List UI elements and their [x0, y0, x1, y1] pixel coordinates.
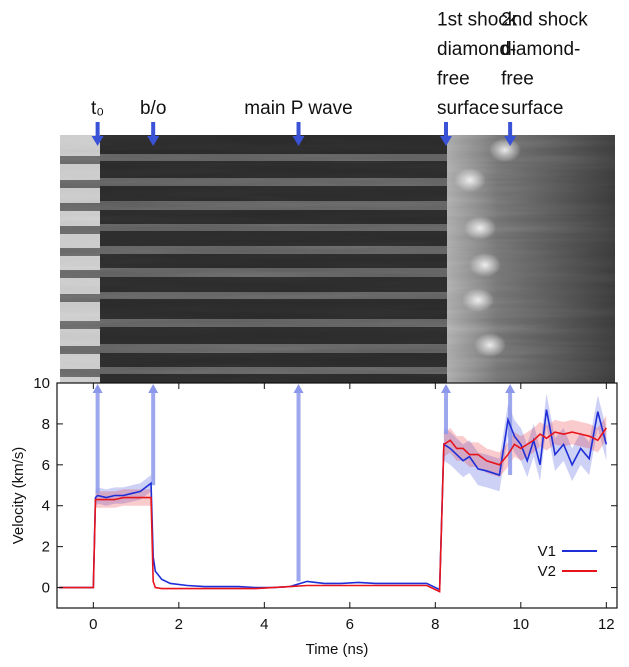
y-tick-label: 2	[42, 539, 50, 556]
plot-background	[57, 383, 617, 608]
x-tick-label: 8	[431, 616, 439, 633]
top-arrow-head	[504, 136, 517, 146]
annotation-label: surface	[437, 98, 499, 119]
top-arrow-head	[91, 136, 104, 146]
error-band	[95, 489, 152, 508]
annotation-head	[92, 384, 103, 393]
top-arrow-head	[147, 136, 160, 146]
plot-frame	[56, 382, 618, 609]
annotation-head	[505, 384, 516, 393]
annotation-label: 2nd shock	[501, 10, 588, 31]
error-band	[443, 393, 607, 492]
annotation-label: diamond-	[501, 39, 580, 60]
annotation-label: surface	[501, 98, 563, 119]
annotation-label: free	[501, 69, 534, 90]
y-tick-label: 8	[42, 416, 50, 433]
legend-label: V1	[538, 543, 556, 560]
y-tick-label: 10	[33, 375, 50, 392]
annotation-head	[148, 384, 159, 393]
x-tick-label: 4	[260, 616, 268, 633]
annotation-label: t₀	[91, 98, 104, 119]
x-tick-label: 2	[175, 616, 183, 633]
annotation-head	[441, 384, 452, 393]
annotation-head	[293, 384, 304, 393]
legend-label: V2	[538, 563, 556, 580]
top-arrow-head	[440, 136, 453, 146]
plot-area: 0 2 4 6 8 10 12 0 2 4 6 8 10 Time (ns) Velocity (km/s)…	[10, 375, 618, 658]
x-axis-title: Time (ns)	[306, 641, 369, 658]
x-tick-label: 10	[512, 616, 529, 633]
x-tick-label: 12	[598, 616, 615, 633]
annotation-label: free	[437, 69, 470, 90]
streak-image	[60, 135, 615, 383]
annotation-label: main P wave	[244, 98, 352, 119]
y-tick-label: 0	[42, 580, 50, 597]
y-axis-title: Velocity (km/s)	[10, 447, 27, 545]
y-tick-label: 6	[42, 457, 50, 474]
x-tick-label: 0	[89, 616, 97, 633]
series-line	[59, 427, 607, 593]
top-arrow-head	[292, 136, 305, 146]
annotation-label: b/o	[140, 98, 166, 119]
series-line	[59, 409, 608, 591]
x-tick-label: 6	[346, 616, 354, 633]
annotation-label: diamond-	[437, 39, 516, 60]
streak-noise	[60, 135, 615, 383]
y-tick-label: 4	[42, 498, 50, 515]
annotation-label: 1st shock	[437, 10, 518, 31]
